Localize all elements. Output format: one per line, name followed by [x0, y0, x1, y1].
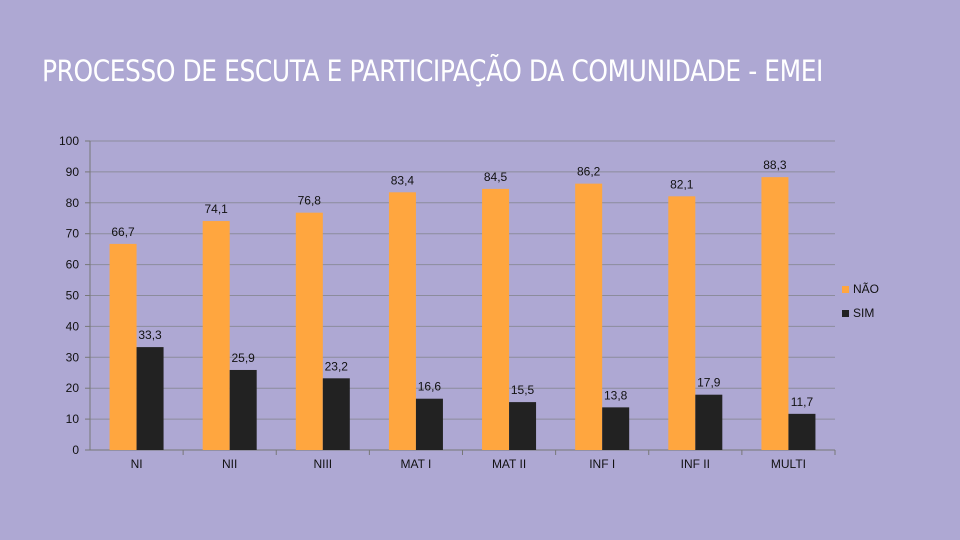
data-label: 16,6 — [418, 380, 442, 394]
data-label: 11,7 — [791, 395, 814, 409]
x-tick-label: INF II — [681, 457, 710, 471]
y-tick-label: 100 — [59, 134, 79, 148]
x-tick-label: NI — [131, 457, 143, 471]
bar-nao — [761, 177, 789, 450]
bar-sim — [788, 413, 816, 450]
data-label: 15,5 — [511, 383, 535, 397]
bar-nao — [109, 243, 137, 450]
y-tick-label: 90 — [66, 165, 80, 179]
y-tick-label: 30 — [66, 350, 80, 364]
chart-title: PROCESSO DE ESCUTA E PARTICIPAÇÃO DA COM… — [42, 54, 823, 88]
bar-sim — [322, 378, 350, 450]
data-label: 82,1 — [670, 177, 694, 191]
y-tick-label: 20 — [66, 381, 80, 395]
data-label: 74,1 — [205, 202, 229, 216]
data-label: 84,5 — [484, 170, 508, 184]
data-label: 83,4 — [391, 173, 415, 187]
y-tick-label: 70 — [66, 227, 80, 241]
y-tick-label: 80 — [66, 196, 80, 210]
x-tick-label: MAT I — [400, 457, 431, 471]
data-label: 76,8 — [298, 194, 322, 208]
bar-nao — [668, 196, 696, 450]
y-tick-label: 50 — [66, 289, 80, 303]
legend-label: SIM — [853, 306, 874, 320]
data-label: 23,2 — [325, 359, 349, 373]
data-label: 13,8 — [604, 388, 628, 402]
bar-sim — [136, 347, 164, 450]
bar-nao — [202, 221, 230, 450]
x-tick-label: INF I — [589, 457, 615, 471]
data-label: 33,3 — [138, 328, 162, 342]
x-tick-label: NII — [222, 457, 237, 471]
x-tick-label: MAT II — [492, 457, 526, 471]
bar-nao — [575, 183, 603, 450]
y-tick-label: 40 — [66, 319, 80, 333]
bar-sim — [229, 369, 257, 450]
y-tick-label: 0 — [72, 443, 79, 457]
bar-sim — [415, 398, 443, 450]
data-label: 66,7 — [111, 225, 135, 239]
data-label: 25,9 — [232, 351, 256, 365]
data-label: 17,9 — [697, 376, 721, 390]
bar-nao — [482, 188, 510, 450]
legend-label: NÃO — [853, 282, 879, 296]
bar-sim — [602, 407, 630, 450]
x-tick-label: MULTI — [771, 457, 806, 471]
y-tick-label: 10 — [66, 412, 80, 426]
bar-nao — [388, 192, 416, 450]
y-tick-label: 60 — [66, 258, 80, 272]
data-label: 88,3 — [763, 158, 787, 172]
bar-sim — [509, 402, 537, 450]
legend-swatch-nao — [842, 286, 849, 293]
bar-sim — [695, 394, 723, 450]
bar-nao — [295, 212, 323, 450]
data-label: 86,2 — [577, 165, 601, 179]
legend-swatch-sim — [842, 310, 849, 317]
x-tick-label: NIII — [313, 457, 332, 471]
